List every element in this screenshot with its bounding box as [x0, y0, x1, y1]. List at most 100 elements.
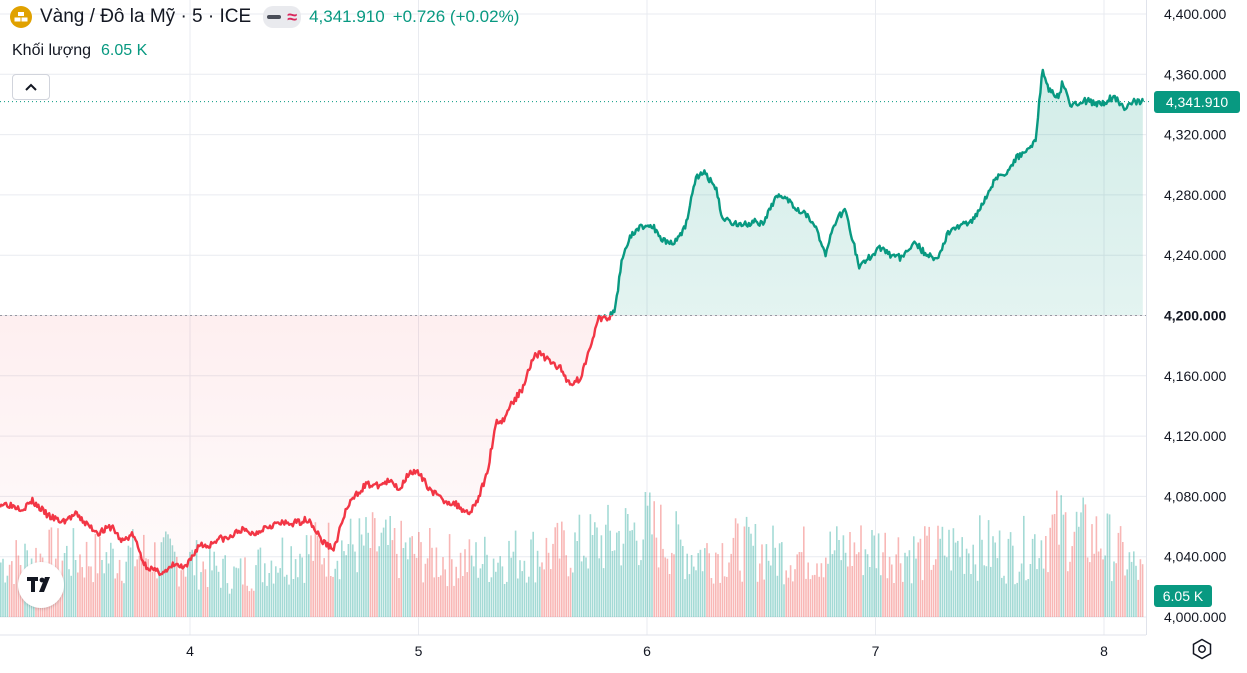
price-badge-bg: [1154, 91, 1240, 113]
volume-bar-299: [657, 567, 660, 617]
volume-bar-418: [919, 538, 922, 617]
volume-bar-68: [149, 569, 152, 617]
volume-bar-34: [74, 560, 77, 617]
volume-bar-239: [525, 582, 528, 617]
volume-bar-371: [816, 563, 818, 617]
settings-icon[interactable]: [1191, 638, 1213, 660]
volume-bar-136: [299, 553, 301, 617]
volume-bar-498: [1095, 516, 1098, 617]
volume-bar-216: [475, 542, 477, 617]
volume-bar-389: [855, 554, 858, 617]
gold-bars-icon[interactable]: [10, 6, 32, 28]
volume-bar-93: [204, 569, 207, 617]
volume-bar-408: [897, 537, 900, 617]
symbol-title[interactable]: Vàng / Đô la Mỹ · 5 · ICE: [40, 6, 252, 27]
volume-bar-427: [939, 538, 941, 617]
volume-bar-270: [594, 522, 596, 617]
volume-bar-301: [662, 548, 664, 617]
volume-bar-195: [429, 528, 431, 617]
volume-bar-519: [1141, 564, 1144, 617]
volume-bar-146: [321, 564, 323, 617]
volume-bar-92: [202, 561, 204, 617]
volume-bar-469: [1031, 538, 1034, 617]
volume-bar-246: [541, 562, 543, 617]
volume-bar-476: [1047, 572, 1049, 617]
volume-bar-97: [213, 551, 215, 617]
volume-bar-119: [261, 582, 264, 617]
volume-bar-70: [154, 542, 156, 617]
volume-bar-412: [906, 556, 908, 617]
volume-bar-103: [226, 583, 229, 617]
volume-bar-61: [134, 566, 136, 617]
volume-bar-241: [530, 539, 532, 617]
volume-bar-368: [809, 579, 812, 617]
volume-bar-330: [726, 576, 728, 617]
volume-bar-230: [506, 581, 508, 617]
volume-bar-356: [783, 584, 785, 617]
volume-bar-439: [965, 548, 968, 617]
volume-bar-160: [352, 544, 354, 617]
volume-bar-384: [844, 552, 847, 617]
volume-bar-263: [578, 514, 581, 617]
volume-bar-328: [721, 543, 724, 617]
volume-bar-461: [1014, 584, 1016, 617]
volume-bar-72: [158, 570, 160, 617]
volume-bar-277: [609, 530, 611, 617]
volume-bar-507: [1115, 563, 1117, 617]
volume-bar-74: [162, 537, 165, 617]
volume-bar-472: [1038, 558, 1040, 617]
volume-bar-417: [917, 542, 919, 617]
volume-bar-453: [996, 558, 999, 617]
volume-bar-394: [866, 554, 869, 617]
volume-bar-169: [371, 512, 374, 617]
volume-bar-411: [904, 552, 906, 617]
y-tick-label-9: 4,360.000: [1164, 66, 1226, 82]
indicator-toggle[interactable]: ≈: [263, 6, 302, 28]
collapse-legend-button[interactable]: [12, 74, 50, 100]
volume-bar-353: [776, 575, 779, 617]
volume-bar-120: [264, 563, 266, 617]
volume-bar-148: [325, 576, 328, 617]
legend: Vàng / Đô la Mỹ · 5 · ICE ≈ 4,341.910 +0…: [10, 6, 519, 28]
volume-bar-473: [1040, 540, 1043, 617]
volume-bar-84: [184, 576, 187, 617]
y-axis[interactable]: 4,000.000 4,040.000 4,080.000 4,120.000 4,16…: [1146, 0, 1227, 635]
volume-bar-296: [651, 534, 653, 617]
volume-bar-191: [420, 542, 422, 617]
volume-bar-140: [308, 554, 310, 617]
volume-bar-413: [908, 550, 911, 617]
volume-bar-426: [937, 525, 939, 617]
volume-bar-235: [517, 578, 519, 617]
volume-bar-163: [358, 518, 361, 617]
volume-bar-202: [444, 569, 446, 617]
volume-bar-485: [1067, 571, 1069, 617]
volume-bar-311: [684, 579, 686, 617]
volume-bar-48: [105, 552, 108, 617]
volume-bar-285: [627, 514, 629, 617]
volume-label: Khối lượng: [12, 42, 92, 59]
volume-bar-462: [1016, 582, 1018, 617]
volume-bar-203: [446, 586, 449, 617]
y-tick-label-4: 4,160.000: [1164, 368, 1226, 384]
chevron-up-icon: [25, 83, 37, 91]
volume-bar-479: [1053, 514, 1056, 617]
volume-bar-499: [1097, 551, 1100, 617]
wave-icon: ≈: [287, 7, 298, 27]
volume-bar-397: [873, 535, 875, 617]
volume-bar-248: [545, 537, 548, 617]
volume-bar-131: [288, 584, 290, 617]
volume-bar-274: [602, 568, 605, 617]
volume-bar-124: [272, 583, 275, 617]
volume-bar-488: [1073, 531, 1076, 617]
volume-bar-170: [374, 518, 376, 617]
volume-bar-159: [349, 518, 352, 617]
tradingview-logo-icon[interactable]: [18, 562, 64, 608]
volume-bar-265: [583, 555, 585, 617]
volume-bar-489: [1075, 511, 1078, 617]
volume-bar-190: [418, 532, 420, 617]
x-axis[interactable]: 4 5 6 7 8: [0, 634, 1146, 659]
volume-bar-189: [415, 557, 418, 617]
volume-bar-259: [569, 567, 572, 617]
